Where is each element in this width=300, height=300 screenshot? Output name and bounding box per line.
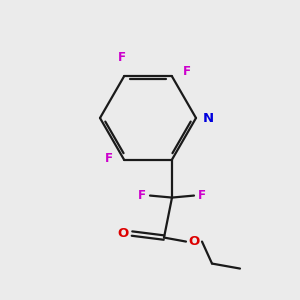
Text: F: F	[198, 189, 206, 202]
Text: O: O	[188, 235, 200, 248]
Text: O: O	[117, 227, 129, 240]
Text: F: F	[138, 189, 146, 202]
Text: N: N	[203, 112, 214, 125]
Text: F: F	[105, 152, 113, 165]
Text: F: F	[183, 65, 191, 78]
Text: F: F	[118, 51, 126, 64]
